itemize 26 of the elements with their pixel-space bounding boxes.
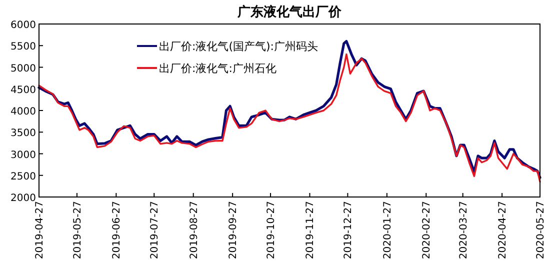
x-tick-label: 2020-02-27	[422, 201, 433, 260]
y-tick-label: 2500	[10, 171, 36, 182]
legend-label: 出厂价:液化气(国产气):广州码头	[159, 40, 318, 53]
x-tick-label: 2019-09-27	[228, 201, 240, 260]
y-tick-label: 5500	[10, 42, 36, 53]
legend-label: 出厂价:液化气:广州石化	[159, 62, 276, 75]
y-tick-label: 5000	[10, 63, 36, 74]
y-tick-label: 6000	[10, 20, 36, 31]
x-tick-label: 2019-12-27	[343, 201, 354, 260]
x-tick-label: 2020-05-27	[536, 201, 546, 260]
x-tick-label: 2019-08-27	[188, 201, 200, 260]
y-tick-label: 3000	[10, 150, 36, 161]
x-tick-label: 2020-01-27	[382, 201, 394, 260]
x-tick-label: 2020-03-27	[458, 201, 470, 260]
y-tick-label: 3500	[10, 128, 36, 140]
x-tick-label: 2019-10-27	[266, 201, 278, 260]
y-tick-label: 2000	[10, 193, 36, 204]
x-tick-label: 2019-06-27	[112, 201, 123, 260]
chart-title: 广东液化气出厂价	[236, 4, 342, 20]
x-tick-label: 2019-11-27	[305, 201, 316, 260]
y-tick-label: 4000	[10, 106, 36, 118]
x-tick-label: 2020-04-27	[498, 201, 509, 260]
x-tick-label: 2019-05-27	[72, 201, 84, 260]
x-tick-label: 2019-07-27	[150, 201, 161, 260]
x-tick-label: 2019-04-27	[34, 201, 46, 260]
y-tick-label: 4500	[10, 84, 36, 96]
